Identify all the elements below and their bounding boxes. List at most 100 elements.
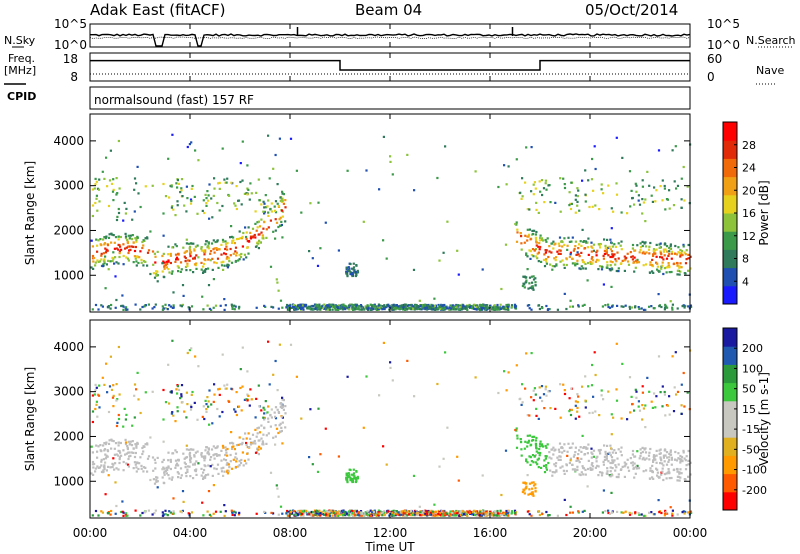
data-cell [683, 405, 686, 408]
data-cell [664, 303, 667, 306]
data-cell [104, 493, 107, 496]
data-cell [207, 400, 210, 403]
data-cell [105, 441, 108, 444]
data-cell [226, 461, 229, 465]
data-cell [144, 260, 147, 263]
data-cell [92, 466, 95, 469]
data-cell [161, 476, 164, 479]
data-cell [154, 467, 157, 470]
data-cell [530, 190, 533, 193]
data-cell [351, 273, 354, 276]
data-cell [559, 455, 562, 458]
data-cell [177, 458, 180, 461]
data-cell [212, 454, 215, 457]
data-cell [631, 449, 635, 453]
data-cell [274, 200, 278, 203]
data-cell [356, 510, 359, 513]
data-cell [250, 236, 253, 239]
data-cell [103, 442, 106, 445]
data-cell [169, 460, 172, 463]
data-cell [668, 458, 671, 462]
y-tick-label: 3000 [53, 385, 84, 399]
data-cell [630, 461, 633, 465]
data-cell [185, 456, 189, 459]
data-cell [101, 471, 104, 474]
data-cell [357, 511, 360, 514]
data-cell [346, 481, 349, 484]
data-cell [531, 487, 534, 490]
data-cell [479, 304, 482, 308]
data-cell [455, 514, 458, 517]
data-cell [246, 240, 249, 243]
data-cell [241, 346, 244, 349]
data-cell [207, 267, 210, 270]
data-cell [602, 398, 605, 401]
data-cell [439, 513, 442, 517]
data-cell [382, 511, 385, 514]
data-cell [371, 510, 374, 513]
data-cell [438, 512, 441, 515]
data-cell [571, 468, 574, 471]
data-cell [94, 383, 97, 386]
data-cell [665, 451, 669, 454]
power-colorbar-swatch [723, 249, 737, 269]
data-cell [206, 452, 209, 455]
data-cell [602, 463, 605, 466]
data-cell [177, 388, 181, 391]
data-cell [468, 511, 471, 514]
data-cell [166, 468, 169, 472]
data-cell [155, 480, 158, 483]
data-cell [520, 248, 523, 251]
data-cell [659, 256, 662, 259]
data-cell [212, 248, 215, 251]
data-cell [277, 307, 280, 310]
data-cell [218, 454, 221, 457]
data-cell [231, 447, 234, 450]
data-cell [197, 159, 200, 162]
data-cell [666, 250, 669, 253]
data-cell [140, 467, 143, 470]
data-cell [302, 308, 305, 311]
data-cell [202, 514, 205, 517]
data-cell [659, 185, 662, 188]
data-cell [669, 450, 672, 453]
data-cell [402, 303, 405, 307]
data-cell [597, 449, 600, 452]
data-cell [676, 475, 679, 478]
data-cell [251, 227, 255, 230]
data-cell [115, 424, 119, 428]
data-cell [295, 169, 298, 172]
data-cell [381, 308, 384, 311]
data-cell [683, 251, 686, 254]
y-tick-label: 2000 [53, 429, 84, 443]
data-cell [183, 410, 186, 413]
data-cell [349, 476, 352, 480]
data-cell [442, 308, 445, 311]
data-cell [117, 238, 120, 241]
data-cell [367, 305, 370, 308]
data-cell [542, 464, 546, 467]
data-cell [667, 468, 670, 471]
data-cell [662, 272, 665, 276]
data-cell [521, 195, 524, 198]
data-cell [272, 436, 275, 439]
data-cell [264, 400, 267, 403]
data-cell [168, 402, 171, 405]
data-cell [275, 427, 279, 430]
noise-panel: 10^5 10^0 10^5 10^0 [54, 17, 740, 52]
data-cell [438, 306, 441, 309]
data-cell [230, 441, 233, 444]
data-cell [575, 253, 578, 256]
data-cell [482, 305, 485, 308]
data-cell [351, 303, 354, 307]
freq-label-1: Freq. [8, 52, 35, 65]
data-cell [510, 304, 514, 307]
data-cell [525, 459, 528, 462]
data-cell [664, 512, 667, 515]
data-cell [137, 398, 140, 401]
data-cell [669, 453, 672, 456]
data-cell [263, 304, 266, 307]
data-cell [668, 207, 671, 210]
data-cell [541, 193, 544, 197]
data-cell [553, 471, 556, 474]
